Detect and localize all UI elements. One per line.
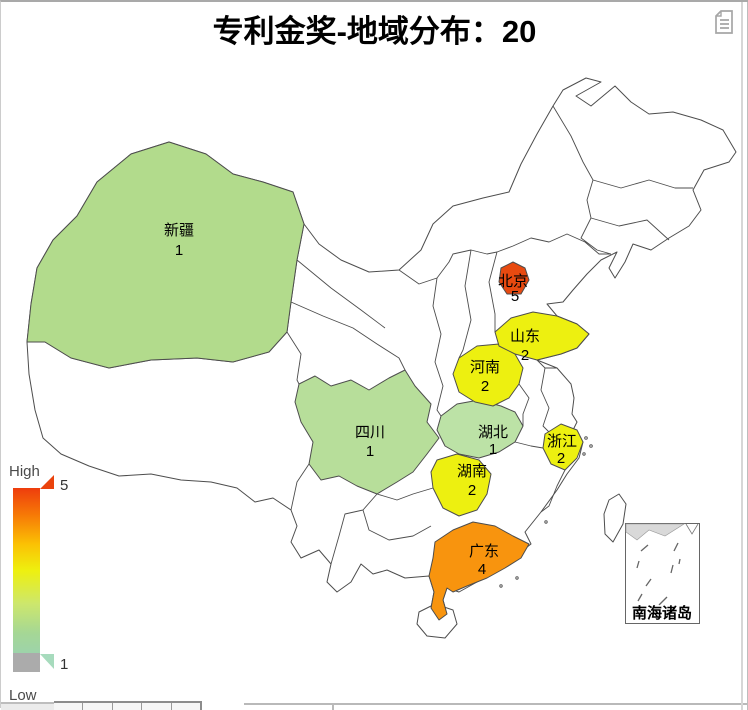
- value-sichuan: 1: [366, 443, 374, 460]
- value-hunan: 2: [468, 482, 476, 499]
- label-guangdong: 广东: [469, 543, 499, 560]
- coastal-islets: [499, 436, 593, 588]
- legend-gradient-bar[interactable]: [13, 488, 40, 653]
- inset-box: [625, 523, 700, 624]
- label-zhejiang: 浙江: [547, 433, 577, 450]
- visual-map-legend: High 5 1 Low: [9, 463, 68, 704]
- bottom-cutoff-table-edge[interactable]: [244, 703, 748, 710]
- label-hubei: 湖北: [478, 424, 508, 441]
- chart-title: 专利金奖-地域分布：20: [212, 14, 537, 49]
- bottom-cutoff-pager[interactable]: [54, 701, 202, 710]
- province-hunan[interactable]: [430, 453, 492, 517]
- province-guangdong[interactable]: [428, 521, 530, 621]
- colored-provinces: [26, 141, 590, 621]
- legend-high-label: High: [9, 463, 40, 480]
- value-beijing: 5: [511, 288, 519, 305]
- province-shandong[interactable]: [494, 311, 590, 361]
- taiwan-island: [603, 493, 627, 543]
- legend-max-handle[interactable]: [40, 475, 54, 489]
- value-guangdong: 4: [478, 561, 486, 578]
- province-zhejiang[interactable]: [542, 423, 584, 471]
- province-xinjiang[interactable]: [26, 141, 305, 369]
- legend-min-value: 1: [60, 656, 68, 673]
- value-hubei: 1: [489, 441, 497, 458]
- inset-coast-notch: [685, 523, 699, 535]
- bottom-cutoff-box[interactable]: [1, 702, 54, 710]
- value-shandong: 2: [521, 347, 529, 364]
- label-hunan: 湖南: [457, 463, 487, 480]
- province-sichuan[interactable]: [294, 369, 440, 495]
- value-zhejiang: 2: [557, 450, 565, 467]
- inset-label: 南海诸岛: [632, 604, 692, 622]
- south-china-sea-inset: 南海诸岛: [625, 523, 700, 624]
- data-view-icon[interactable]: [713, 9, 735, 35]
- legend-min-handle[interactable]: [40, 654, 54, 669]
- label-sichuan: 四川: [355, 424, 385, 441]
- value-xinjiang: 1: [175, 242, 183, 259]
- value-henan: 2: [481, 378, 489, 395]
- province-henan[interactable]: [452, 343, 524, 407]
- legend-max-value: 5: [60, 477, 68, 494]
- inset-coast: [625, 523, 686, 541]
- inset-islands: [636, 542, 681, 606]
- panel-right-border: [741, 2, 743, 710]
- province-beijing[interactable]: [498, 261, 530, 295]
- legend-low-label: Low: [9, 687, 37, 704]
- label-beijing: 北京: [498, 273, 528, 290]
- province-labels: 新疆 1 北京 5 山东 2 河南 2 四川 1 湖北 1 浙江 2 湖南 2 …: [164, 222, 577, 578]
- bottom-cutoff-divider: [332, 703, 334, 710]
- label-henan: 河南: [470, 359, 500, 376]
- legend-out-of-range-bar[interactable]: [13, 653, 40, 672]
- label-shandong: 山东: [510, 328, 540, 345]
- label-xinjiang: 新疆: [164, 222, 194, 239]
